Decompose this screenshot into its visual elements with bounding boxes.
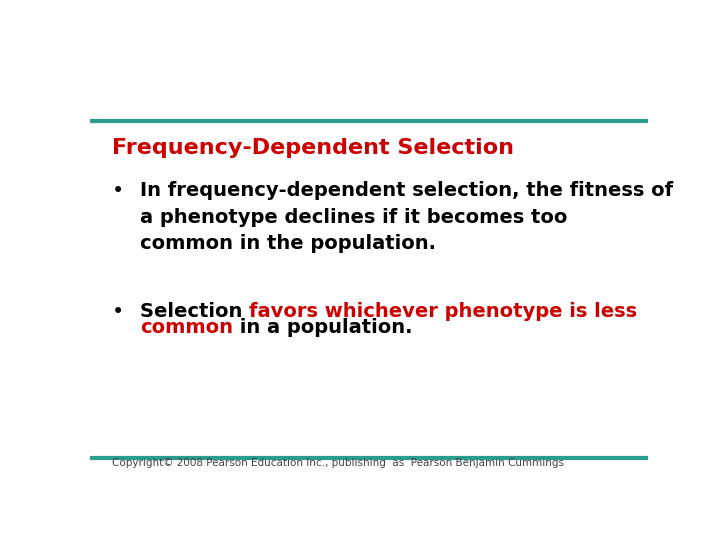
Text: favors whichever phenotype is less: favors whichever phenotype is less (249, 302, 637, 321)
Text: Selection: Selection (140, 302, 249, 321)
Text: Frequency-Dependent Selection: Frequency-Dependent Selection (112, 138, 514, 158)
Text: In frequency-dependent selection, the fitness of
a phenotype declines if it beco: In frequency-dependent selection, the fi… (140, 181, 673, 253)
Text: •: • (112, 181, 125, 201)
Text: Copyright© 2008 Pearson Education Inc., publishing  as  Pearson Benjamin Cumming: Copyright© 2008 Pearson Education Inc., … (112, 458, 564, 468)
Text: common: common (140, 318, 233, 337)
Text: in a population.: in a population. (233, 318, 413, 337)
Text: •: • (112, 302, 125, 322)
